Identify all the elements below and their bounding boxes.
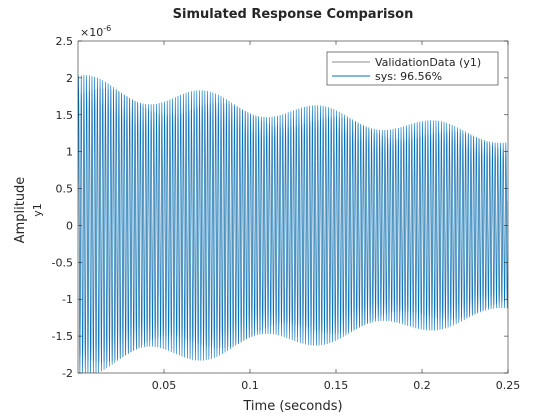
y-tick-label: 0 bbox=[66, 219, 73, 232]
y-axis-sublabel: y1 bbox=[31, 203, 44, 217]
svg-text:×10-6: ×10-6 bbox=[80, 24, 111, 39]
x-tick-label: 0.1 bbox=[241, 379, 259, 392]
x-axis: 0.05 0.1 0.15 0.2 0.25 bbox=[152, 41, 521, 392]
y-tick-label: 2.5 bbox=[56, 35, 74, 48]
x-tick-label: 0.25 bbox=[496, 379, 521, 392]
legend-label-sys: sys: 96.56% bbox=[375, 70, 442, 83]
y-exponent-label: ×10-6 bbox=[80, 24, 111, 39]
plot-area[interactable]: 0.05 0.1 0.15 0.2 0.25 -2 -1.5 -1 -0.5 0 0.5 1 1.5 2… bbox=[52, 35, 521, 392]
y-tick-label: 2 bbox=[66, 72, 73, 85]
chart-title: Simulated Response Comparison bbox=[173, 7, 414, 22]
legend-box bbox=[326, 51, 499, 86]
y-tick-label: 1.5 bbox=[56, 109, 74, 122]
y-tick-label: 0.5 bbox=[56, 183, 74, 196]
y-axis: -2 -1.5 -1 -0.5 0 0.5 1 1.5 2 2.5 bbox=[52, 35, 508, 380]
legend[interactable]: ValidationData (y1) sys: 96.56% bbox=[326, 51, 499, 86]
y-tick-label: -0.5 bbox=[52, 256, 73, 269]
legend-label-validation: ValidationData (y1) bbox=[375, 56, 481, 69]
y-axis-label: Amplitude bbox=[13, 177, 28, 244]
y-tick-label: -1 bbox=[62, 293, 73, 306]
x-tick-label: 0.2 bbox=[413, 379, 431, 392]
x-tick-label: 0.05 bbox=[152, 379, 177, 392]
y-tick-label: -1.5 bbox=[52, 330, 73, 343]
y-tick-label: -2 bbox=[62, 367, 73, 380]
y-exponent-power: -6 bbox=[103, 24, 111, 33]
axes-box bbox=[77, 40, 509, 374]
y-exponent-base: ×10 bbox=[80, 26, 103, 39]
series-layer bbox=[78, 75, 508, 373]
y-tick-label: 1 bbox=[66, 146, 73, 159]
x-axis-label: Time (seconds) bbox=[242, 399, 342, 414]
series-line-sys bbox=[78, 75, 508, 373]
x-tick-label: 0.15 bbox=[324, 379, 349, 392]
